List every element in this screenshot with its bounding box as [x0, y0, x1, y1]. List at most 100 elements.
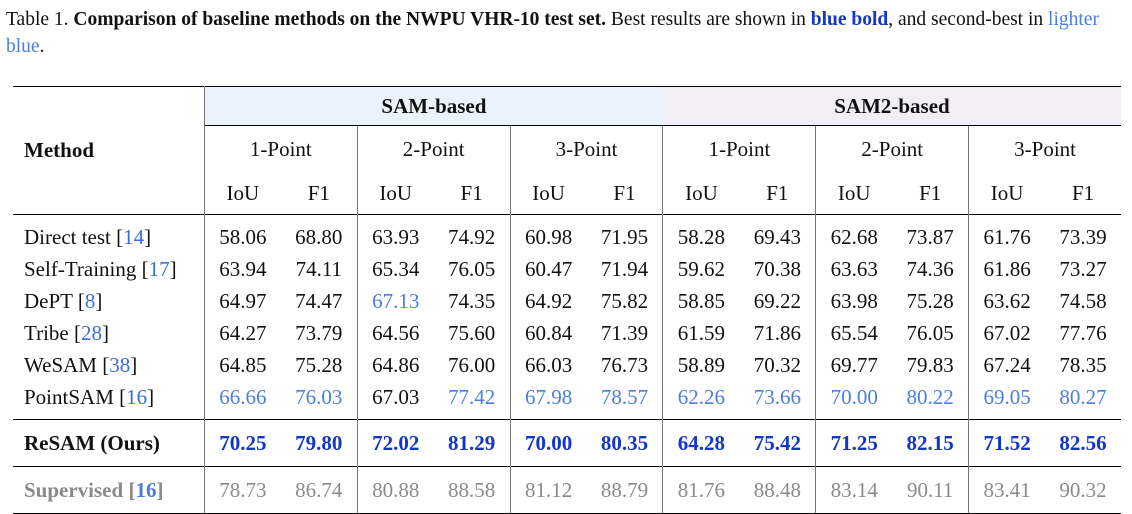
citation-link[interactable]: 17 — [148, 256, 170, 281]
method-name: Tribe [28] — [24, 320, 109, 345]
table-cell: 71.25 — [815, 419, 893, 467]
table-cell: 88.58 — [433, 466, 511, 514]
table-cell: 80.27 — [1059, 384, 1107, 409]
point-header: 3-Point — [509, 125, 663, 172]
table-cell: 77.76 — [1059, 320, 1107, 345]
method-label: ReSAM (Ours) — [24, 430, 160, 455]
table-cell: 64.28 — [662, 419, 740, 467]
table-cell: 71.39 — [600, 320, 649, 345]
table-cell: 69.22 — [753, 288, 801, 313]
method-name: WeSAM [38] — [24, 352, 138, 377]
table-cell: 69.77 — [815, 349, 893, 381]
table-cell: 80.35 — [586, 419, 663, 467]
table-cell: 71.86 — [753, 320, 801, 345]
table-row-supervised: Supervised [16] 78.73 86.74 80.88 88.58 81.12… — [13, 466, 1121, 514]
table-cell: 71.95 — [586, 214, 663, 253]
method-name: Self-Training [17] — [24, 256, 177, 281]
table-cell: 73.87 — [892, 214, 969, 253]
table-cell: 75.28 — [295, 352, 343, 377]
table-cell: 65.54 — [815, 317, 893, 349]
caption-second-label: lighter blue — [6, 9, 1099, 57]
table-cell: 82.15 — [892, 419, 969, 467]
table-cell: 68.80 — [280, 214, 358, 253]
method-label: WeSAM — [24, 352, 97, 377]
table-row: Self-Training [17] 63.94 74.11 65.34 76.05 60… — [13, 253, 1121, 285]
citation-link[interactable]: 38 — [109, 352, 131, 377]
caption-text: Best results are shown in — [610, 9, 806, 30]
table-cell: 76.00 — [448, 352, 496, 377]
metric-header: F1 — [766, 180, 789, 205]
table-cell: 69.43 — [739, 214, 816, 253]
method-label: Direct test — [24, 224, 111, 249]
table-cell: 82.56 — [1045, 419, 1121, 467]
metric-header: F1 — [613, 180, 636, 205]
table-cell: 67.24 — [968, 349, 1046, 381]
point-header: 2-Point — [356, 125, 511, 172]
table-cell: 74.58 — [1059, 288, 1107, 313]
table-cell: 72.02 — [356, 419, 434, 467]
table-cell: 60.84 — [509, 317, 587, 349]
table-cell: 81.76 — [662, 466, 740, 514]
table-cell: 66.66 — [203, 381, 281, 420]
metric-header: F1 — [307, 180, 330, 205]
metric-header: IoU — [815, 172, 893, 215]
table-cell: 78.57 — [600, 384, 649, 409]
table-cell: 90.32 — [1045, 466, 1121, 514]
caption-text: . — [39, 36, 45, 57]
point-header: 1-Point — [662, 125, 816, 172]
method-label: DePT — [24, 288, 73, 313]
table-cell: 66.03 — [509, 349, 587, 381]
method-label: PointSAM — [24, 384, 114, 409]
table-cell: 76.05 — [906, 320, 954, 345]
table-cell: 64.86 — [356, 349, 434, 381]
table-cell: 73.66 — [753, 384, 801, 409]
table-cell: 62.26 — [662, 381, 740, 420]
table-cell: 67.02 — [968, 317, 1046, 349]
table-cell: 62.68 — [815, 214, 893, 253]
table-cell: 70.00 — [509, 419, 587, 467]
table-cell: 64.56 — [356, 317, 434, 349]
citation-link[interactable]: 16 — [135, 477, 157, 502]
table-cell: 74.11 — [295, 256, 343, 281]
citation-link[interactable]: 8 — [84, 288, 96, 313]
table-cell: 81.29 — [433, 419, 511, 467]
table-caption: Table 1. Comparison of baseline methods … — [6, 6, 1126, 60]
group-header-sam2: SAM2-based — [662, 86, 1121, 126]
table-cell: 70.00 — [815, 381, 893, 420]
citation-link[interactable]: 28 — [81, 320, 102, 345]
table-cell: 63.98 — [815, 285, 893, 317]
table-cell: 63.94 — [203, 253, 281, 285]
table-cell: 61.76 — [968, 214, 1046, 253]
table-row: Direct test [14] 58.06 68.80 63.93 74.92 60.9… — [13, 214, 1121, 253]
method-name: ReSAM (Ours) — [13, 419, 205, 467]
citation-link[interactable]: 16 — [126, 384, 148, 409]
method-name: PointSAM [16] — [24, 384, 155, 409]
table-cell: 71.52 — [968, 419, 1046, 467]
table-row-ours: ReSAM (Ours) 70.25 79.80 72.02 81.29 70.00 80.… — [13, 419, 1121, 467]
citation-link[interactable]: 14 — [123, 224, 145, 249]
metric-header: IoU — [203, 172, 281, 215]
table-cell: 67.13 — [356, 285, 434, 317]
table-cell: 58.85 — [662, 285, 740, 317]
metric-header: F1 — [1071, 180, 1095, 205]
table-cell: 64.97 — [203, 285, 281, 317]
table-cell: 64.92 — [509, 285, 587, 317]
method-name: Direct test [14] — [13, 214, 205, 253]
group-header-sam: SAM-based — [203, 86, 663, 126]
method-label: Tribe — [24, 320, 69, 345]
table-cell: 83.41 — [968, 466, 1046, 514]
caption-lead: Comparison of baseline methods on the NW… — [73, 9, 607, 30]
table-cell: 58.89 — [662, 349, 740, 381]
table-cell: 78.35 — [1059, 352, 1107, 377]
table-cell: 75.82 — [600, 288, 649, 313]
method-name: DePT [8] — [24, 288, 103, 313]
table-cell: 74.36 — [906, 256, 954, 281]
method-header: Method — [24, 138, 94, 162]
table-cell: 70.25 — [203, 419, 281, 467]
table-cell: 73.27 — [1059, 256, 1107, 281]
table-cell: 67.98 — [509, 381, 587, 420]
table-cell: 80.22 — [906, 384, 954, 409]
table-cell: 81.12 — [509, 466, 587, 514]
table-cell: 78.73 — [203, 466, 281, 514]
table-cell: 65.34 — [356, 253, 434, 285]
